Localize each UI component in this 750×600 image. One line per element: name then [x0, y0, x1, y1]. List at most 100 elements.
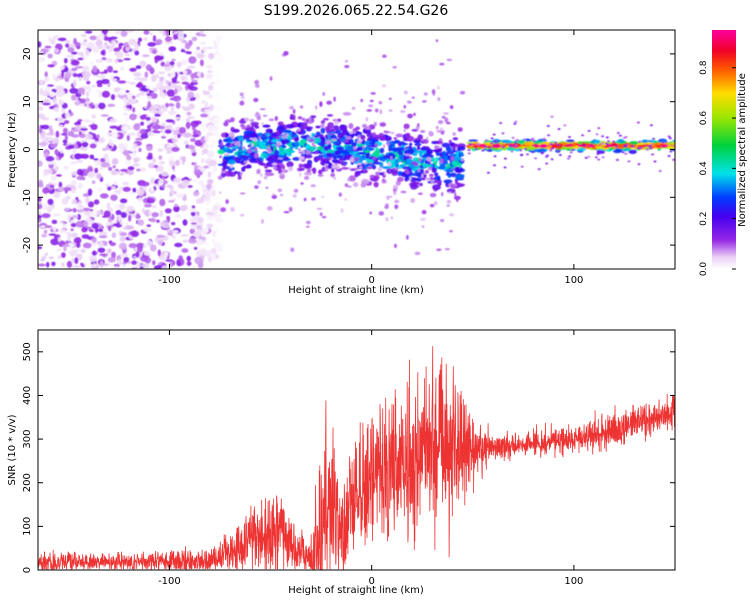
heatmap-cell [340, 208, 344, 213]
heatmap-cell [214, 217, 223, 223]
heatmap-cell [378, 211, 385, 216]
heatmap-cell [47, 198, 54, 206]
heatmap-cell [265, 186, 269, 189]
heatmap-cell [38, 106, 44, 111]
heatmap-cell [188, 103, 195, 110]
heatmap-cell [85, 30, 93, 34]
heatmap-cell [320, 120, 326, 124]
colorbar-step [712, 153, 736, 157]
heatmap-cell [95, 210, 103, 216]
heatmap-cell [446, 121, 451, 125]
heatmap-cell [355, 126, 361, 131]
heatmap-cell [52, 213, 62, 217]
heatmap-cell [503, 166, 507, 169]
heatmap-cell [597, 158, 601, 161]
heatmap-cell [188, 237, 197, 244]
heatmap-cell [549, 149, 553, 152]
heatmap-cell [424, 170, 429, 174]
heatmap-cell [451, 160, 458, 166]
heatmap-cell [372, 157, 377, 160]
heatmap-cell [112, 165, 116, 169]
colorbar-step [712, 131, 736, 135]
heatmap-cell [182, 219, 188, 226]
heatmap-cell [143, 227, 152, 232]
heatmap-cell [163, 64, 171, 67]
heatmap-cell [428, 130, 433, 136]
heatmap-cell [315, 105, 318, 110]
heatmap-cell [101, 147, 108, 151]
heatmap-cell [60, 149, 64, 154]
heatmap-cell [86, 80, 91, 85]
heatmap-cell [188, 56, 197, 64]
heatmap-cell [70, 228, 74, 232]
heatmap-cell [631, 145, 635, 148]
heatmap-cell [94, 227, 99, 233]
colorbar-step [712, 217, 736, 220]
heatmap-cell [107, 248, 112, 254]
colorbar-step [712, 263, 736, 266]
colorbar-step [712, 105, 736, 109]
heatmap-cell [166, 89, 176, 97]
heatmap-cell [124, 107, 131, 111]
heatmap-cell [51, 219, 58, 224]
heatmap-cell [455, 146, 458, 151]
heatmap-cell [256, 169, 260, 175]
heatmap-cell [112, 220, 116, 224]
heatmap-cell [215, 131, 221, 138]
heatmap-cell [618, 134, 622, 137]
heatmap-cell [441, 150, 447, 157]
heatmap-cell [125, 47, 130, 52]
heatmap-cell [58, 181, 63, 189]
heatmap-cell [431, 89, 436, 95]
heatmap-cell [437, 97, 441, 102]
heatmap-cell [182, 70, 188, 75]
heatmap-cell [41, 124, 50, 130]
heatmap-cell [87, 41, 95, 50]
heatmap-cell [403, 104, 406, 109]
heatmap-cell [71, 215, 79, 219]
heatmap-cell [89, 154, 95, 160]
heatmap-cell [498, 141, 503, 145]
heatmap-cell [126, 127, 134, 130]
heatmap-cell [571, 148, 574, 151]
heatmap-cell [67, 47, 75, 53]
heatmap-cell [207, 70, 213, 73]
heatmap-cell [637, 163, 641, 166]
heatmap-cell [147, 131, 154, 137]
colorbar-step [712, 147, 736, 151]
heatmap-cell [394, 204, 399, 210]
heatmap-cell [418, 192, 423, 195]
colorbar-step [712, 119, 736, 123]
heatmap-cell [206, 64, 213, 70]
colorbar-step [712, 51, 736, 55]
heatmap-cell [162, 180, 168, 185]
heatmap-cell [119, 232, 128, 237]
heatmap-cell [581, 134, 585, 137]
heatmap-cell [330, 173, 336, 178]
colorbar-step [712, 221, 736, 224]
heatmap-cell [446, 204, 450, 207]
heatmap-cell [494, 140, 498, 143]
heatmap-cell [427, 167, 433, 171]
heatmap-cell [208, 52, 215, 60]
colorbar-step [712, 141, 736, 145]
heatmap-cell [187, 185, 193, 188]
heatmap-cell [444, 117, 449, 123]
heatmap-cell [454, 192, 457, 197]
heatmap-cell [172, 234, 176, 240]
heatmap-cell [531, 137, 535, 140]
heatmap-cell [672, 158, 675, 161]
heatmap-cell [174, 203, 178, 207]
heatmap-cell [81, 234, 90, 239]
heatmap-cell [49, 184, 55, 188]
heatmap-cell [612, 140, 616, 143]
heatmap-cell [319, 101, 323, 107]
heatmap-cell [653, 160, 657, 163]
heatmap-cell [204, 109, 212, 113]
heatmap-cell [406, 235, 409, 240]
heatmap-cell [413, 162, 419, 166]
heatmap-cell [89, 61, 94, 67]
heatmap-cell [490, 137, 494, 140]
heatmap-cell [191, 205, 196, 209]
